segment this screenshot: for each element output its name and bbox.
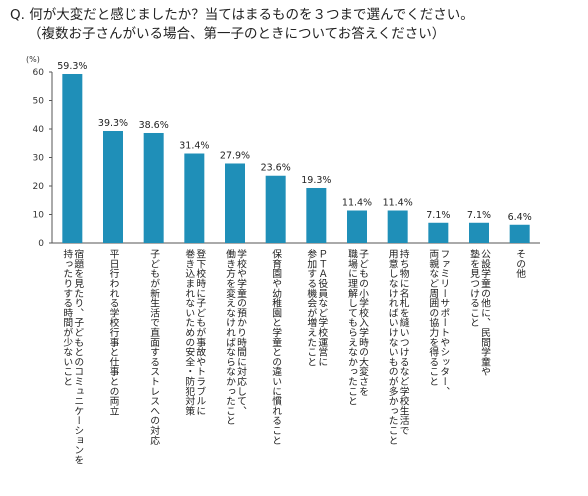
- bar-value-label: 7.1%: [426, 210, 450, 221]
- bar-value-label: 11.4%: [383, 198, 413, 209]
- y-axis-ticks: 0 10 20 30 40 50 60: [33, 68, 52, 249]
- y-tick-label: 50: [33, 97, 45, 107]
- bar-value-label: 38.6%: [139, 120, 169, 131]
- bar-value-label: 27.9%: [220, 150, 250, 161]
- bar: [428, 222, 449, 243]
- bar-value-label: 7.1%: [467, 210, 491, 221]
- category-label: その他: [514, 249, 526, 280]
- bar: [509, 224, 530, 243]
- bar-value-label: 31.4%: [179, 141, 209, 152]
- y-tick-label: 30: [33, 154, 45, 164]
- category-label: 登下校時に子どもが事故やトラブルに: [194, 248, 206, 416]
- category-label: 持ち物に名札を縫いつけるなど学校生活で: [398, 248, 410, 436]
- bar-value-label: 59.3%: [57, 61, 87, 72]
- bar-value-label: 11.4%: [342, 198, 372, 209]
- question-line-2: （複数お子さんがいる場合、第一子のときについてお答えください）: [28, 26, 446, 42]
- category-label: 子どもが新生活で直面するストレスへの対応: [148, 249, 160, 445]
- category-label: 巻き込まれないための安全・防犯対策: [183, 249, 195, 417]
- bar: [184, 153, 205, 243]
- category-label: 職場に理解してもらえなかったこと: [346, 249, 358, 406]
- category-label: ファミリーサポートやシッター、: [438, 249, 450, 396]
- y-tick-label: 10: [33, 211, 45, 221]
- bar: [143, 132, 164, 243]
- bar-value-label: 23.6%: [261, 163, 291, 174]
- category-label: 働き方を変えなければならなかったこと: [224, 248, 236, 426]
- y-tick-label: 20: [33, 182, 45, 192]
- y-tick-label: 0: [38, 239, 44, 249]
- category-label: 用意しなければいけないものが多かったこと: [387, 249, 399, 445]
- y-tick-label: 40: [33, 125, 45, 135]
- category-label: 両親など周囲の協力を得ること: [427, 249, 439, 386]
- bar: [225, 163, 245, 243]
- category-label: 学校や学童の預かり時間に対応して、: [235, 248, 247, 416]
- y-axis-unit-label: (%): [26, 55, 40, 64]
- category-label: 平日行われる学校行事と仕事との両立: [108, 249, 120, 416]
- question-line-1: Q. 何が大変だと感じましたか？当てはまるものを３つまで選んでください。: [10, 7, 474, 23]
- bar: [265, 175, 286, 243]
- category-label: 持ったりする時間が少ないこと: [61, 248, 73, 387]
- bar: [347, 210, 367, 243]
- bar: [103, 130, 123, 243]
- category-label: 宿題を見たり、子どもとのコミュニケーションを: [72, 248, 84, 465]
- category-label: 保育園や幼稚園と学童との違いに慣れること: [270, 248, 282, 445]
- bars: [62, 73, 530, 244]
- category-label: 塾を見つけること: [468, 248, 480, 328]
- category-label: 参加する機会が増えたこと: [305, 248, 317, 367]
- bar: [387, 210, 408, 243]
- bar: [469, 222, 489, 243]
- category-label: 公設学童の他に、民間学童や: [479, 249, 491, 376]
- bar-value-label: 19.3%: [301, 175, 331, 186]
- category-label: ＰＴＡ役員など学校運営に: [316, 249, 328, 367]
- category-label: 子どもの小学校入学時の大変さを: [357, 249, 369, 396]
- bar: [306, 187, 327, 243]
- bar-value-label: 39.3%: [98, 118, 128, 129]
- bar-value-label: 6.4%: [508, 212, 532, 223]
- y-tick-label: 60: [33, 68, 45, 78]
- question-text: Q. 何が大変だと感じましたか？当てはまるものを３つまで選んでください。 （複数…: [10, 6, 580, 44]
- bar: [62, 73, 83, 244]
- value-labels: 59.3% 39.3% 38.6% 31.4% 27.9% 23.6% 19.3% 11.4%…: [57, 61, 531, 223]
